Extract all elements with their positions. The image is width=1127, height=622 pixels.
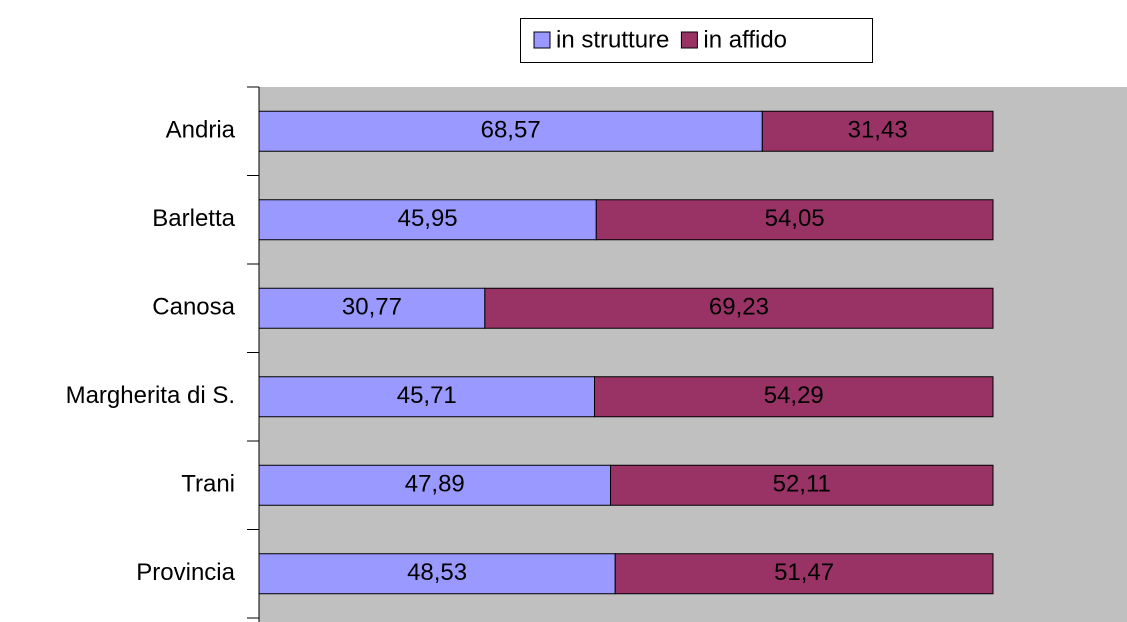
data-label: 45,95 [398, 205, 458, 232]
y-tick-label: Margherita di S. [66, 382, 235, 409]
bar [484, 287, 994, 329]
bar [258, 553, 616, 595]
legend-swatch [680, 31, 698, 49]
data-label: 31,43 [848, 117, 908, 144]
data-label: 68,57 [481, 117, 541, 144]
y-tick-label: Andria [166, 117, 236, 144]
bar [614, 553, 994, 595]
data-label: 54,29 [764, 382, 824, 409]
y-tick-label: Canosa [152, 294, 235, 321]
bar [595, 199, 994, 241]
bar [258, 376, 596, 418]
legend-label: in affido [703, 26, 787, 53]
data-label: 47,89 [405, 471, 465, 498]
y-tick-label: Barletta [152, 205, 235, 232]
data-label: 30,77 [342, 294, 402, 321]
y-tick-label: Provincia [136, 559, 235, 586]
data-label: 52,11 [773, 471, 831, 498]
data-label: 45,71 [397, 382, 457, 409]
bar [761, 110, 994, 152]
y-tick-label: Trani [181, 471, 235, 498]
bar [594, 376, 994, 418]
bar [258, 287, 486, 329]
bar [258, 110, 763, 152]
bar [610, 464, 994, 506]
plot-area [259, 87, 1127, 622]
data-label: 51,47 [774, 559, 834, 586]
legend-swatch [533, 31, 551, 49]
data-label: 69,23 [709, 294, 769, 321]
data-label: 48,53 [407, 559, 467, 586]
data-label: 54,05 [765, 205, 825, 232]
legend-label: in strutture [556, 26, 669, 53]
